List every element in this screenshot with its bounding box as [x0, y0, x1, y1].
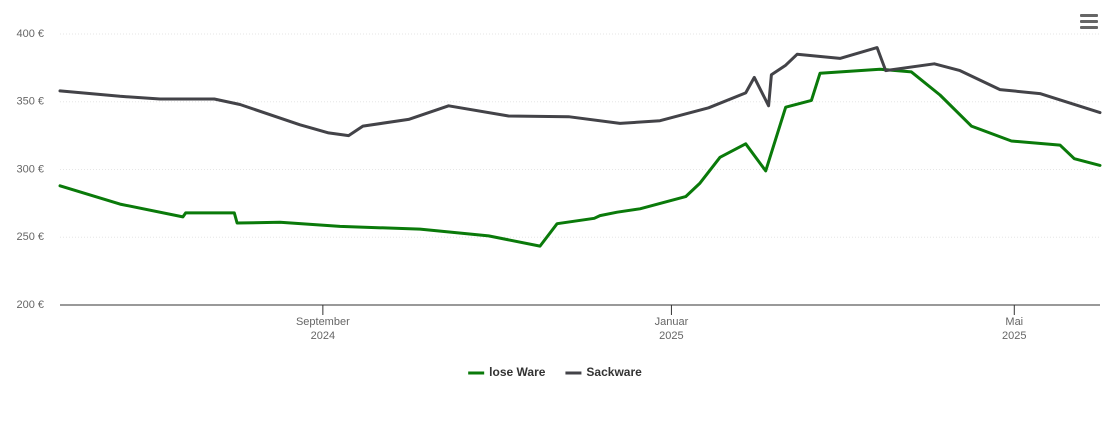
y-tick-label: 250 € [16, 231, 44, 243]
y-tick-label: 200 € [16, 299, 44, 311]
legend: lose Ware Sackware [468, 365, 642, 379]
series-line [58, 67, 1102, 248]
x-tick-label: September [296, 316, 350, 328]
menu-bar [1080, 14, 1098, 17]
menu-bar [1080, 20, 1098, 23]
y-tick-label: 400 € [16, 28, 44, 40]
y-tick-label: 350 € [16, 96, 44, 108]
y-tick-label: 300 € [16, 163, 44, 175]
menu-bar [1080, 26, 1098, 29]
x-tick-label: 2024 [311, 330, 335, 342]
legend-item[interactable]: lose Ware [468, 365, 546, 379]
series-line [58, 46, 1102, 138]
x-tick-label: Januar [655, 316, 689, 328]
legend-label: lose Ware [489, 365, 546, 379]
menu-button[interactable] [1080, 14, 1098, 29]
x-tick-label: 2025 [1002, 330, 1026, 342]
x-tick-label: 2025 [659, 330, 683, 342]
legend-label: Sackware [586, 365, 642, 379]
legend-item[interactable]: Sackware [565, 365, 642, 379]
x-tick-label: Mai [1005, 316, 1023, 328]
